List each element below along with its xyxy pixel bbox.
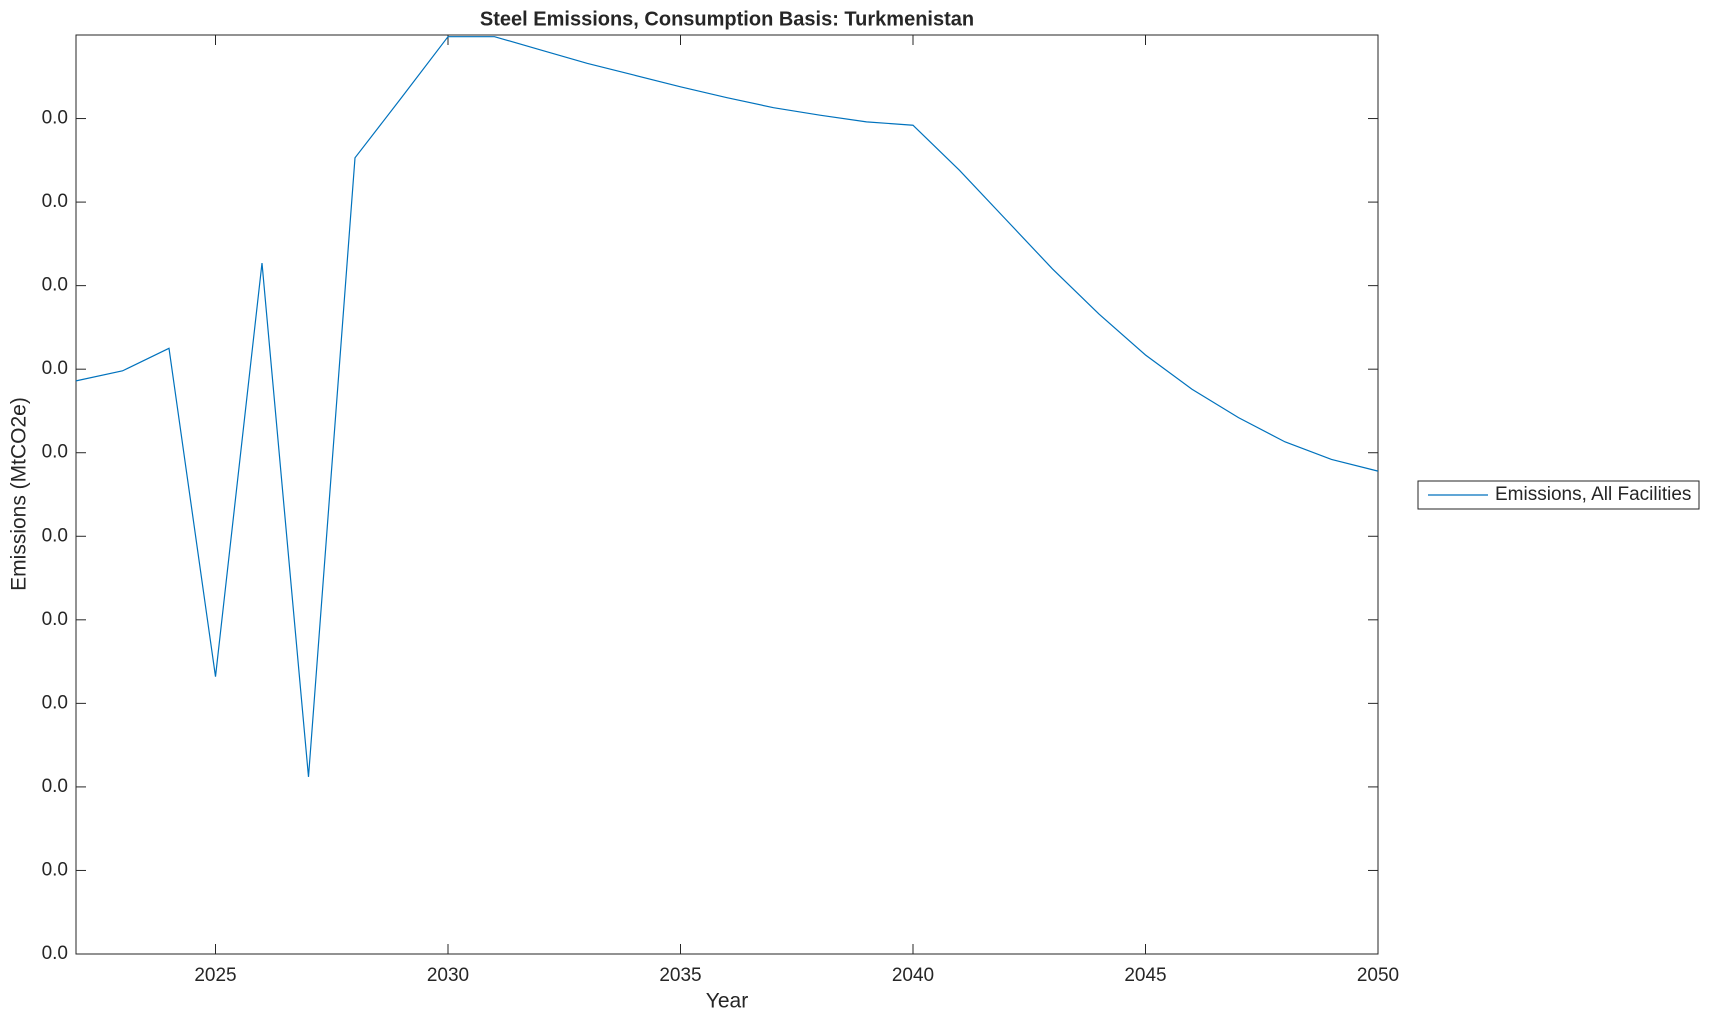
- y-tick-label: 0.0: [42, 442, 68, 463]
- y-tick-label: 0.0: [42, 358, 68, 379]
- y-tick-label: 0.0: [42, 609, 68, 630]
- chart-title: Steel Emissions, Consumption Basis: Turk…: [480, 8, 974, 30]
- x-tick-label: 2040: [892, 965, 934, 986]
- y-tick-label: 0.0: [42, 275, 68, 296]
- x-tick-label: 2050: [1357, 965, 1399, 986]
- x-axis-label: Year: [706, 990, 748, 1013]
- x-tick-label: 2030: [427, 965, 469, 986]
- y-tick-label: 0.0: [42, 692, 68, 713]
- y-axis-label: Emissions (MtCO2e): [8, 397, 31, 591]
- y-tick-label: 0.0: [42, 191, 68, 212]
- plot-frame: [75, 34, 1379, 955]
- y-tick-label: 0.0: [42, 943, 68, 964]
- y-tick-label: 0.0: [42, 776, 68, 797]
- y-tick-label: 0.0: [42, 859, 68, 880]
- x-tick-label: 2025: [194, 965, 236, 986]
- legend-label: Emissions, All Facilities: [1495, 484, 1691, 505]
- y-tick-label: 0.0: [42, 108, 68, 129]
- y-tick-label: 0.0: [42, 525, 68, 546]
- x-tick-label: 2045: [1124, 965, 1166, 986]
- x-tick-label: 2035: [659, 965, 701, 986]
- line: [75, 36, 1379, 777]
